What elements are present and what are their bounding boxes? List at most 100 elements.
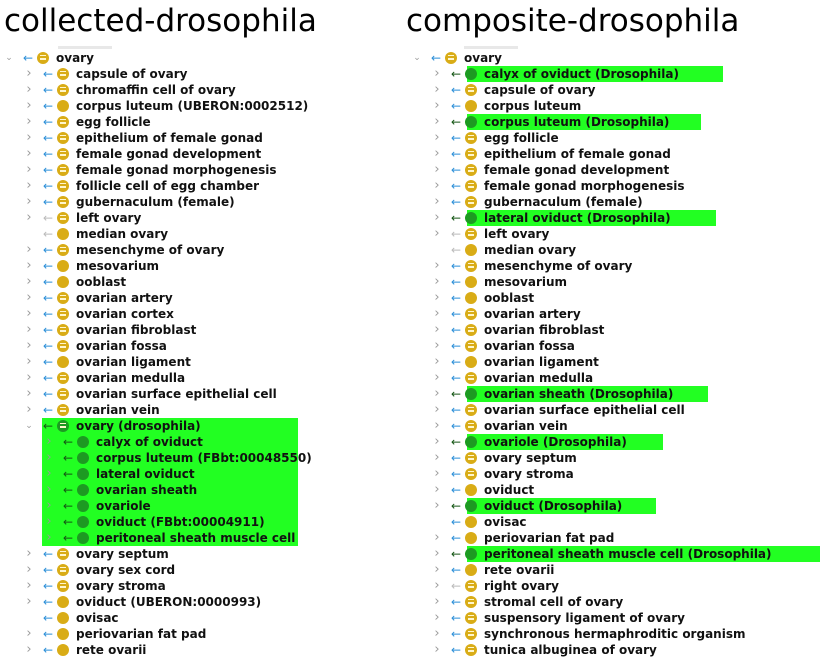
chevron-down-icon[interactable]: ⌄ bbox=[25, 421, 33, 431]
tree-row[interactable]: › ← peritoneal sheath muscle cell (Drosoph… bbox=[406, 546, 828, 562]
chevron-right-icon[interactable]: › bbox=[434, 530, 440, 545]
chevron-right-icon[interactable]: › bbox=[434, 354, 440, 369]
tree-row[interactable]: ← ovisac bbox=[406, 514, 828, 530]
tree-row[interactable]: › ← right ovary bbox=[406, 578, 828, 594]
tree-row[interactable]: › ← synchronous hermaphroditic organism bbox=[406, 626, 828, 642]
tree-row[interactable]: › ← mesenchyme of ovary bbox=[406, 258, 828, 274]
chevron-right-icon[interactable]: › bbox=[26, 402, 32, 417]
chevron-right-icon[interactable]: › bbox=[26, 146, 32, 161]
tree-row[interactable]: › ← female gonad development bbox=[406, 162, 828, 178]
tree-row[interactable]: › ← ovary septum bbox=[406, 450, 828, 466]
chevron-right-icon[interactable]: › bbox=[26, 162, 32, 177]
chevron-right-icon[interactable]: › bbox=[26, 594, 32, 609]
chevron-right-icon[interactable]: › bbox=[434, 258, 440, 273]
chevron-right-icon[interactable]: › bbox=[46, 450, 52, 465]
chevron-right-icon[interactable]: › bbox=[434, 562, 440, 577]
chevron-right-icon[interactable]: › bbox=[434, 498, 440, 513]
tree-row[interactable]: › ← rete ovarii bbox=[0, 642, 410, 658]
tree-row[interactable]: › ← corpus luteum (Drosophila) bbox=[406, 114, 828, 130]
tree-row[interactable]: › ← ovarian fibroblast bbox=[406, 322, 828, 338]
tree-row[interactable]: ⌄ ← ovary (drosophila) bbox=[0, 418, 410, 434]
chevron-right-icon[interactable]: › bbox=[434, 482, 440, 497]
tree-row[interactable]: › ← ovarian sheath bbox=[0, 482, 410, 498]
tree-row[interactable]: › ← chromaffin cell of ovary bbox=[0, 82, 410, 98]
tree-row[interactable]: › ← female gonad morphogenesis bbox=[406, 178, 828, 194]
chevron-right-icon[interactable]: › bbox=[26, 370, 32, 385]
tree-row[interactable]: › ← mesovarium bbox=[0, 258, 410, 274]
chevron-right-icon[interactable]: › bbox=[434, 210, 440, 225]
tree-row[interactable]: › ← ovarian fibroblast bbox=[0, 322, 410, 338]
chevron-right-icon[interactable]: › bbox=[26, 242, 32, 257]
tree-row[interactable]: ← ovisac bbox=[0, 610, 410, 626]
tree-row[interactable]: › ← ovarian fossa bbox=[406, 338, 828, 354]
chevron-right-icon[interactable]: › bbox=[434, 274, 440, 289]
tree-row[interactable]: › ← left ovary bbox=[406, 226, 828, 242]
chevron-right-icon[interactable]: › bbox=[434, 594, 440, 609]
chevron-right-icon[interactable]: › bbox=[434, 306, 440, 321]
chevron-right-icon[interactable]: › bbox=[26, 354, 32, 369]
tree-row[interactable]: › ← follicle cell of egg chamber bbox=[0, 178, 410, 194]
tree-row[interactable]: › ← gubernaculum (female) bbox=[406, 194, 828, 210]
tree-row[interactable]: › ← ovarian surface epithelial cell bbox=[0, 386, 410, 402]
tree-row[interactable]: › ← oviduct (UBERON:0000993) bbox=[0, 594, 410, 610]
chevron-right-icon[interactable]: › bbox=[46, 514, 52, 529]
chevron-right-icon[interactable]: › bbox=[26, 98, 32, 113]
tree-row[interactable]: › ← ovary septum bbox=[0, 546, 410, 562]
tree-row[interactable]: › ← ovarian artery bbox=[0, 290, 410, 306]
tree-row[interactable]: › ← ovarian artery bbox=[406, 306, 828, 322]
chevron-right-icon[interactable]: › bbox=[434, 178, 440, 193]
tree-row[interactable]: › ← periovarian fat pad bbox=[0, 626, 410, 642]
tree-row[interactable]: › ← suspensory ligament of ovary bbox=[406, 610, 828, 626]
chevron-right-icon[interactable]: › bbox=[434, 546, 440, 561]
tree-row[interactable]: › ← egg follicle bbox=[406, 130, 828, 146]
tree-row[interactable]: › ← oviduct bbox=[406, 482, 828, 498]
chevron-right-icon[interactable]: › bbox=[26, 578, 32, 593]
chevron-right-icon[interactable]: › bbox=[434, 66, 440, 81]
tree-row[interactable]: › ← calyx of oviduct bbox=[0, 434, 410, 450]
chevron-right-icon[interactable]: › bbox=[26, 210, 32, 225]
tree-row[interactable]: › ← ovary sex cord bbox=[0, 562, 410, 578]
tree-row[interactable]: › ← female gonad morphogenesis bbox=[0, 162, 410, 178]
tree-row[interactable]: › ← ovariole (Drosophila) bbox=[406, 434, 828, 450]
tree-row[interactable]: › ← ovarian vein bbox=[406, 418, 828, 434]
chevron-right-icon[interactable]: › bbox=[434, 146, 440, 161]
chevron-right-icon[interactable]: › bbox=[26, 386, 32, 401]
tree-row[interactable]: › ← ovarian cortex bbox=[0, 306, 410, 322]
tree-row[interactable]: › ← ovarian ligament bbox=[0, 354, 410, 370]
chevron-right-icon[interactable]: › bbox=[26, 274, 32, 289]
tree-row[interactable]: › ← epithelium of female gonad bbox=[406, 146, 828, 162]
chevron-right-icon[interactable]: › bbox=[434, 370, 440, 385]
chevron-right-icon[interactable]: › bbox=[26, 626, 32, 641]
chevron-right-icon[interactable]: › bbox=[26, 338, 32, 353]
chevron-right-icon[interactable]: › bbox=[26, 178, 32, 193]
tree-row[interactable]: › ← rete ovarii bbox=[406, 562, 828, 578]
chevron-right-icon[interactable]: › bbox=[26, 306, 32, 321]
tree-row[interactable]: › ← female gonad development bbox=[0, 146, 410, 162]
chevron-right-icon[interactable]: › bbox=[434, 98, 440, 113]
tree-row[interactable]: ← median ovary bbox=[406, 242, 828, 258]
chevron-right-icon[interactable]: › bbox=[434, 226, 440, 241]
chevron-right-icon[interactable]: › bbox=[46, 482, 52, 497]
chevron-right-icon[interactable]: › bbox=[26, 642, 32, 657]
chevron-down-icon[interactable]: ⌄ bbox=[413, 53, 421, 63]
tree-row[interactable]: ← median ovary bbox=[0, 226, 410, 242]
chevron-right-icon[interactable]: › bbox=[434, 338, 440, 353]
chevron-right-icon[interactable]: › bbox=[434, 82, 440, 97]
chevron-right-icon[interactable]: › bbox=[434, 466, 440, 481]
chevron-right-icon[interactable]: › bbox=[26, 130, 32, 145]
chevron-right-icon[interactable]: › bbox=[26, 562, 32, 577]
chevron-right-icon[interactable]: › bbox=[26, 258, 32, 273]
chevron-right-icon[interactable]: › bbox=[434, 626, 440, 641]
chevron-right-icon[interactable]: › bbox=[434, 322, 440, 337]
chevron-right-icon[interactable]: › bbox=[26, 114, 32, 129]
tree-row[interactable]: › ← ovarian sheath (Drosophila) bbox=[406, 386, 828, 402]
chevron-right-icon[interactable]: › bbox=[434, 194, 440, 209]
tree-row[interactable]: › ← gubernaculum (female) bbox=[0, 194, 410, 210]
chevron-right-icon[interactable]: › bbox=[46, 498, 52, 513]
tree-row[interactable]: › ← ovarian ligament bbox=[406, 354, 828, 370]
chevron-right-icon[interactable]: › bbox=[434, 162, 440, 177]
tree-row[interactable]: › ← epithelium of female gonad bbox=[0, 130, 410, 146]
tree-row[interactable]: › ← oviduct (FBbt:00004911) bbox=[0, 514, 410, 530]
chevron-right-icon[interactable]: › bbox=[434, 450, 440, 465]
tree-row[interactable]: › ← ovary stroma bbox=[0, 578, 410, 594]
